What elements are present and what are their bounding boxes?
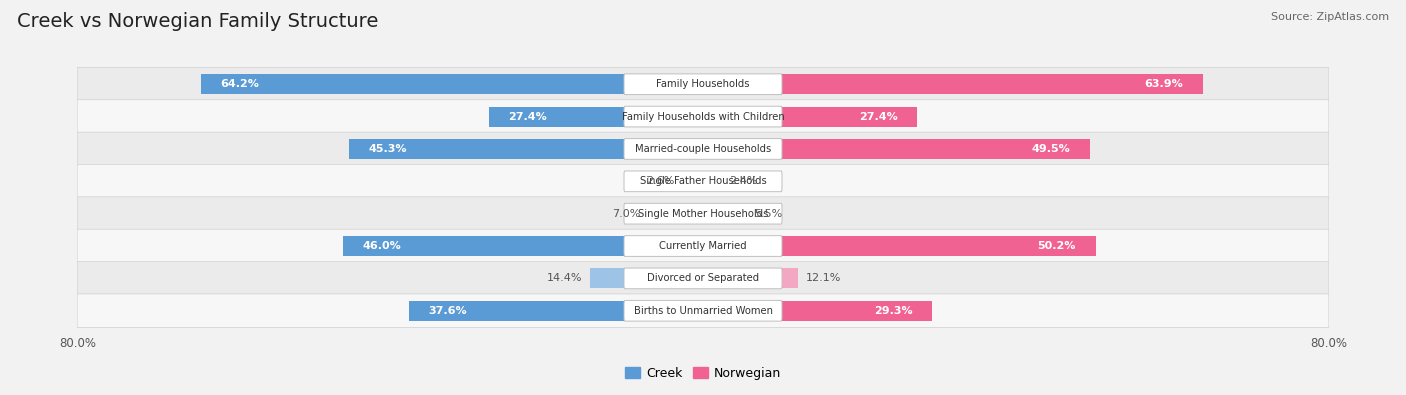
Bar — [648, 204, 703, 224]
Text: Source: ZipAtlas.com: Source: ZipAtlas.com — [1271, 12, 1389, 22]
Bar — [201, 74, 703, 94]
Bar — [703, 204, 747, 224]
FancyBboxPatch shape — [77, 261, 1329, 295]
Bar — [703, 74, 1202, 94]
Bar — [703, 236, 1095, 256]
Bar — [489, 107, 703, 127]
Bar — [703, 268, 797, 288]
Text: 2.6%: 2.6% — [647, 176, 675, 186]
Text: Married-couple Households: Married-couple Households — [636, 144, 770, 154]
Text: 14.4%: 14.4% — [547, 273, 582, 283]
FancyBboxPatch shape — [624, 139, 782, 159]
Text: Births to Unmarried Women: Births to Unmarried Women — [634, 306, 772, 316]
Text: Single Father Households: Single Father Households — [640, 176, 766, 186]
Text: 46.0%: 46.0% — [363, 241, 402, 251]
Text: 2.4%: 2.4% — [730, 176, 758, 186]
Text: 49.5%: 49.5% — [1032, 144, 1070, 154]
Bar — [409, 301, 703, 321]
Bar — [703, 139, 1090, 159]
FancyBboxPatch shape — [624, 203, 782, 224]
Text: Single Mother Households: Single Mother Households — [638, 209, 768, 219]
Bar — [591, 268, 703, 288]
FancyBboxPatch shape — [624, 74, 782, 94]
Text: 12.1%: 12.1% — [806, 273, 841, 283]
Text: 27.4%: 27.4% — [859, 112, 898, 122]
Bar — [703, 107, 917, 127]
Legend: Creek, Norwegian: Creek, Norwegian — [620, 362, 786, 385]
FancyBboxPatch shape — [624, 106, 782, 127]
Bar — [683, 171, 703, 191]
Text: 64.2%: 64.2% — [221, 79, 259, 89]
FancyBboxPatch shape — [77, 100, 1329, 134]
Text: 7.0%: 7.0% — [612, 209, 641, 219]
FancyBboxPatch shape — [624, 236, 782, 256]
FancyBboxPatch shape — [624, 301, 782, 321]
FancyBboxPatch shape — [77, 294, 1329, 327]
Text: Currently Married: Currently Married — [659, 241, 747, 251]
Text: Family Households: Family Households — [657, 79, 749, 89]
Text: 29.3%: 29.3% — [875, 306, 912, 316]
FancyBboxPatch shape — [77, 68, 1329, 101]
Text: 37.6%: 37.6% — [429, 306, 467, 316]
Bar — [349, 139, 703, 159]
Text: 50.2%: 50.2% — [1038, 241, 1076, 251]
FancyBboxPatch shape — [624, 171, 782, 192]
FancyBboxPatch shape — [77, 197, 1329, 231]
Bar — [343, 236, 703, 256]
Text: Divorced or Separated: Divorced or Separated — [647, 273, 759, 283]
Text: 27.4%: 27.4% — [508, 112, 547, 122]
Text: 63.9%: 63.9% — [1144, 79, 1184, 89]
FancyBboxPatch shape — [77, 229, 1329, 263]
Text: 45.3%: 45.3% — [368, 144, 406, 154]
FancyBboxPatch shape — [77, 132, 1329, 166]
Text: Family Households with Children: Family Households with Children — [621, 112, 785, 122]
FancyBboxPatch shape — [624, 268, 782, 289]
Text: Creek vs Norwegian Family Structure: Creek vs Norwegian Family Structure — [17, 12, 378, 31]
Bar — [703, 301, 932, 321]
Bar — [703, 171, 721, 191]
FancyBboxPatch shape — [77, 164, 1329, 198]
Text: 5.5%: 5.5% — [754, 209, 782, 219]
